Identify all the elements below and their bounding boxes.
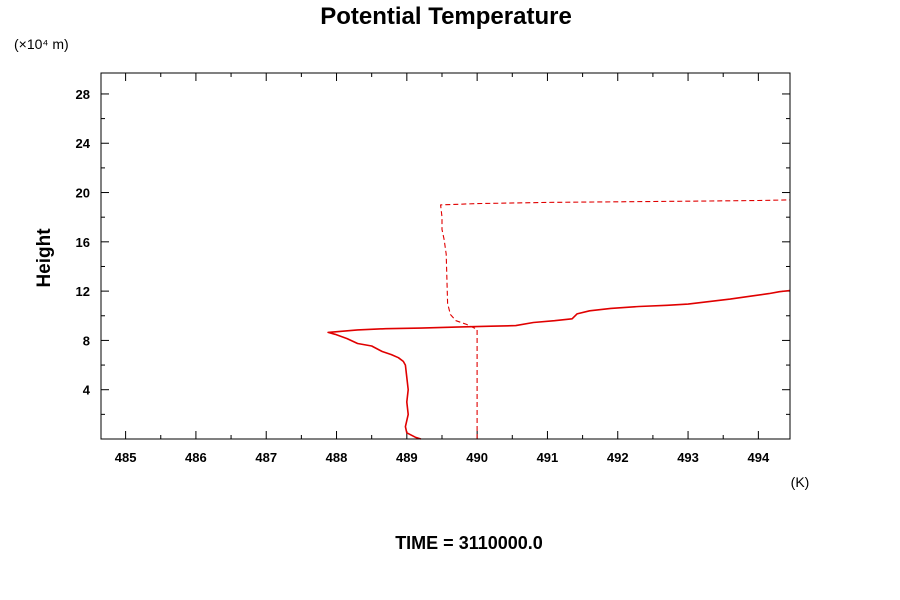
- x-tick-label: 488: [326, 450, 348, 465]
- chart-title: Potential Temperature: [320, 3, 572, 30]
- plot-frame: [100, 72, 791, 440]
- y-tick-label: 4: [83, 383, 91, 398]
- series-lines: [327, 199, 791, 440]
- series-solid-line: [327, 289, 791, 440]
- axis-ticks: [101, 73, 790, 439]
- y-tick-label: 20: [76, 186, 90, 201]
- tick-labels: 485 486 487 488 489 490 491 492 493 494 4 8 12 16 20 24…: [76, 87, 770, 465]
- x-tick-label: 490: [466, 450, 488, 465]
- x-tick-label: 494: [748, 450, 770, 465]
- series-dashed-line: [440, 199, 791, 439]
- y-tick-label: 8: [83, 333, 90, 348]
- x-unit-label: (K): [791, 474, 810, 490]
- x-tick-label: 487: [255, 450, 277, 465]
- x-tick-label: 491: [537, 450, 559, 465]
- y-axis-label: Height: [34, 228, 55, 288]
- x-tick-label: 493: [677, 450, 699, 465]
- x-tick-label: 492: [607, 450, 629, 465]
- y-tick-label: 16: [76, 235, 90, 250]
- x-tick-label: 486: [185, 450, 207, 465]
- time-label: TIME = 3110000.0: [395, 533, 543, 553]
- x-tick-label: 485: [115, 450, 137, 465]
- y-tick-label: 24: [76, 136, 91, 151]
- x-tick-label: 489: [396, 450, 418, 465]
- y-tick-label: 12: [76, 284, 90, 299]
- y-unit-label: (×10⁴ m): [14, 36, 69, 52]
- y-tick-label: 28: [76, 87, 90, 102]
